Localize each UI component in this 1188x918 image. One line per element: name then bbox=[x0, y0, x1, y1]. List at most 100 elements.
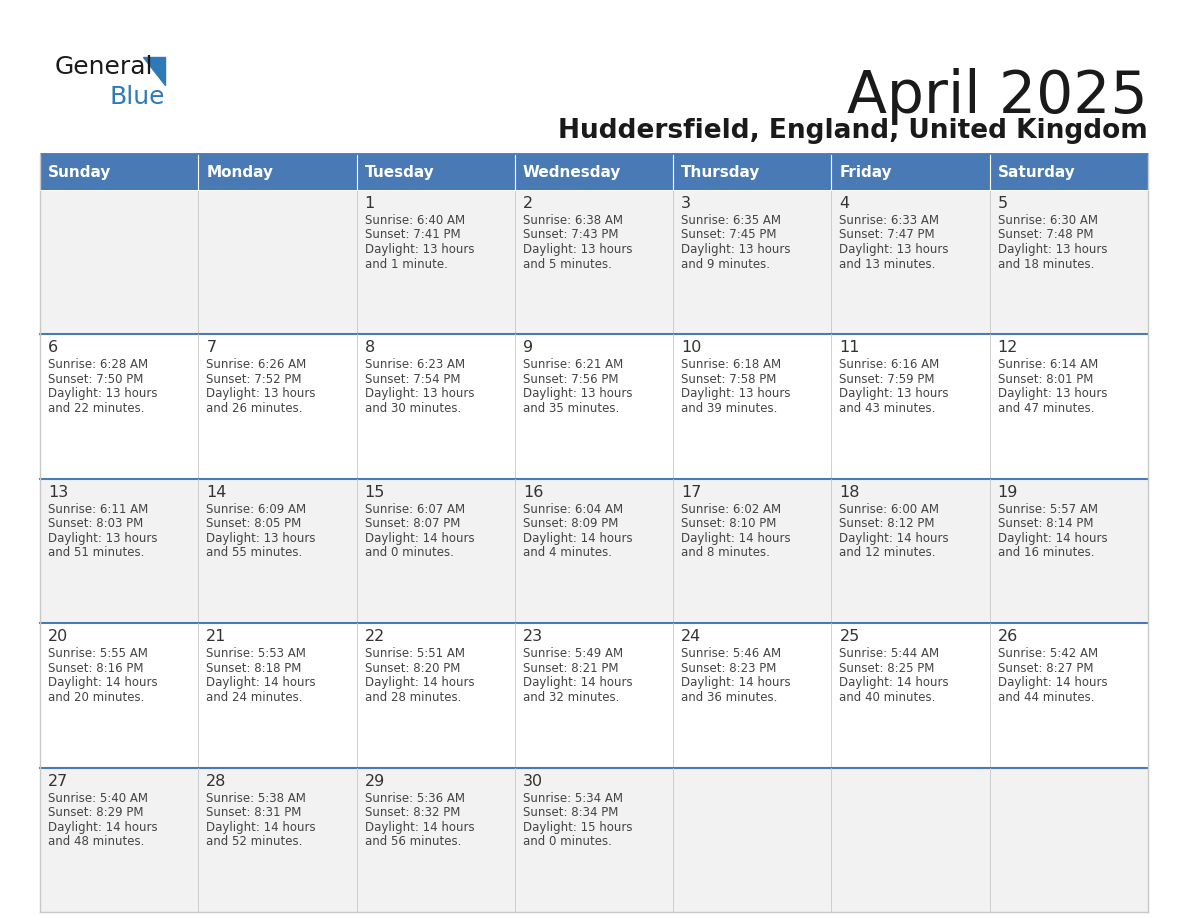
Text: Daylight: 13 hours: Daylight: 13 hours bbox=[523, 243, 632, 256]
Text: Huddersfield, England, United Kingdom: Huddersfield, England, United Kingdom bbox=[558, 118, 1148, 144]
Text: and 12 minutes.: and 12 minutes. bbox=[840, 546, 936, 559]
Text: and 32 minutes.: and 32 minutes. bbox=[523, 690, 619, 704]
Bar bbox=[990, 334, 1148, 479]
Bar bbox=[40, 190, 198, 334]
Text: and 4 minutes.: and 4 minutes. bbox=[523, 546, 612, 559]
Text: Daylight: 13 hours: Daylight: 13 hours bbox=[523, 387, 632, 400]
Text: Sunset: 7:48 PM: Sunset: 7:48 PM bbox=[998, 229, 1093, 241]
Text: and 56 minutes.: and 56 minutes. bbox=[365, 835, 461, 848]
Text: Daylight: 13 hours: Daylight: 13 hours bbox=[48, 387, 158, 400]
Text: and 1 minute.: and 1 minute. bbox=[365, 258, 448, 271]
Text: Sunset: 7:58 PM: Sunset: 7:58 PM bbox=[681, 373, 777, 386]
Text: Daylight: 14 hours: Daylight: 14 hours bbox=[998, 532, 1107, 544]
Text: 29: 29 bbox=[365, 774, 385, 789]
Text: 28: 28 bbox=[207, 774, 227, 789]
Text: Sunrise: 6:09 AM: Sunrise: 6:09 AM bbox=[207, 503, 307, 516]
Text: Sunrise: 6:07 AM: Sunrise: 6:07 AM bbox=[365, 503, 465, 516]
Text: Daylight: 14 hours: Daylight: 14 hours bbox=[207, 677, 316, 689]
Text: and 24 minutes.: and 24 minutes. bbox=[207, 690, 303, 704]
Text: Sunrise: 6:23 AM: Sunrise: 6:23 AM bbox=[365, 358, 465, 372]
Text: Daylight: 14 hours: Daylight: 14 hours bbox=[207, 821, 316, 834]
Bar bbox=[832, 155, 990, 190]
Text: and 5 minutes.: and 5 minutes. bbox=[523, 258, 612, 271]
Text: Daylight: 13 hours: Daylight: 13 hours bbox=[365, 243, 474, 256]
Text: Sunset: 8:20 PM: Sunset: 8:20 PM bbox=[365, 662, 460, 675]
Text: 27: 27 bbox=[48, 774, 68, 789]
Bar bbox=[40, 479, 198, 623]
Bar bbox=[832, 334, 990, 479]
Text: Daylight: 14 hours: Daylight: 14 hours bbox=[998, 677, 1107, 689]
Text: Sunrise: 5:34 AM: Sunrise: 5:34 AM bbox=[523, 791, 623, 804]
Text: Daylight: 14 hours: Daylight: 14 hours bbox=[523, 677, 632, 689]
Text: and 55 minutes.: and 55 minutes. bbox=[207, 546, 303, 559]
Text: 26: 26 bbox=[998, 629, 1018, 644]
Text: Monday: Monday bbox=[207, 165, 273, 180]
Bar bbox=[40, 155, 198, 190]
Text: 1: 1 bbox=[365, 196, 375, 211]
Text: 10: 10 bbox=[681, 341, 702, 355]
Text: Sunset: 8:16 PM: Sunset: 8:16 PM bbox=[48, 662, 144, 675]
Text: and 30 minutes.: and 30 minutes. bbox=[365, 402, 461, 415]
Text: Daylight: 13 hours: Daylight: 13 hours bbox=[840, 243, 949, 256]
Text: Daylight: 13 hours: Daylight: 13 hours bbox=[998, 387, 1107, 400]
Text: Sunrise: 6:21 AM: Sunrise: 6:21 AM bbox=[523, 358, 624, 372]
Text: Sunrise: 5:40 AM: Sunrise: 5:40 AM bbox=[48, 791, 148, 804]
Text: Daylight: 14 hours: Daylight: 14 hours bbox=[840, 677, 949, 689]
Text: Sunrise: 6:02 AM: Sunrise: 6:02 AM bbox=[681, 503, 782, 516]
Text: Sunset: 7:45 PM: Sunset: 7:45 PM bbox=[681, 229, 777, 241]
Text: 12: 12 bbox=[998, 341, 1018, 355]
Text: and 8 minutes.: and 8 minutes. bbox=[681, 546, 770, 559]
Text: and 36 minutes.: and 36 minutes. bbox=[681, 690, 777, 704]
Text: Daylight: 14 hours: Daylight: 14 hours bbox=[365, 821, 474, 834]
Text: Daylight: 14 hours: Daylight: 14 hours bbox=[523, 532, 632, 544]
Bar bbox=[356, 767, 514, 912]
Text: 3: 3 bbox=[681, 196, 691, 211]
Bar bbox=[356, 155, 514, 190]
Text: Sunset: 8:03 PM: Sunset: 8:03 PM bbox=[48, 518, 144, 531]
Bar bbox=[198, 334, 356, 479]
Text: and 28 minutes.: and 28 minutes. bbox=[365, 690, 461, 704]
Text: Sunset: 8:05 PM: Sunset: 8:05 PM bbox=[207, 518, 302, 531]
Text: Daylight: 13 hours: Daylight: 13 hours bbox=[840, 387, 949, 400]
Text: and 13 minutes.: and 13 minutes. bbox=[840, 258, 936, 271]
Text: and 43 minutes.: and 43 minutes. bbox=[840, 402, 936, 415]
Text: 16: 16 bbox=[523, 485, 543, 499]
Text: Daylight: 14 hours: Daylight: 14 hours bbox=[840, 532, 949, 544]
Text: Sunset: 8:14 PM: Sunset: 8:14 PM bbox=[998, 518, 1093, 531]
Text: Sunrise: 5:57 AM: Sunrise: 5:57 AM bbox=[998, 503, 1098, 516]
Bar bbox=[514, 334, 674, 479]
Text: 22: 22 bbox=[365, 629, 385, 644]
Text: Sunset: 8:23 PM: Sunset: 8:23 PM bbox=[681, 662, 777, 675]
Text: Sunset: 8:27 PM: Sunset: 8:27 PM bbox=[998, 662, 1093, 675]
Text: Sunrise: 6:40 AM: Sunrise: 6:40 AM bbox=[365, 214, 465, 227]
Bar bbox=[198, 155, 356, 190]
Text: 20: 20 bbox=[48, 629, 68, 644]
Text: Sunset: 7:47 PM: Sunset: 7:47 PM bbox=[840, 229, 935, 241]
Text: Daylight: 14 hours: Daylight: 14 hours bbox=[48, 821, 158, 834]
Text: Daylight: 14 hours: Daylight: 14 hours bbox=[365, 532, 474, 544]
Text: 19: 19 bbox=[998, 485, 1018, 499]
Text: 14: 14 bbox=[207, 485, 227, 499]
Bar bbox=[356, 334, 514, 479]
Text: Daylight: 13 hours: Daylight: 13 hours bbox=[207, 532, 316, 544]
Text: Sunrise: 5:55 AM: Sunrise: 5:55 AM bbox=[48, 647, 147, 660]
Text: Daylight: 13 hours: Daylight: 13 hours bbox=[48, 532, 158, 544]
Bar bbox=[832, 479, 990, 623]
Text: 23: 23 bbox=[523, 629, 543, 644]
Text: Daylight: 14 hours: Daylight: 14 hours bbox=[681, 532, 791, 544]
Text: Sunrise: 5:49 AM: Sunrise: 5:49 AM bbox=[523, 647, 623, 660]
Text: Sunrise: 6:00 AM: Sunrise: 6:00 AM bbox=[840, 503, 940, 516]
Text: 8: 8 bbox=[365, 341, 375, 355]
Text: Wednesday: Wednesday bbox=[523, 165, 621, 180]
Text: and 35 minutes.: and 35 minutes. bbox=[523, 402, 619, 415]
Text: and 20 minutes.: and 20 minutes. bbox=[48, 690, 145, 704]
Text: Blue: Blue bbox=[109, 85, 165, 109]
Bar bbox=[514, 190, 674, 334]
Bar bbox=[356, 479, 514, 623]
Text: General: General bbox=[55, 55, 153, 79]
Bar bbox=[198, 479, 356, 623]
Text: Daylight: 13 hours: Daylight: 13 hours bbox=[207, 387, 316, 400]
Text: Sunrise: 6:33 AM: Sunrise: 6:33 AM bbox=[840, 214, 940, 227]
Text: Sunset: 8:34 PM: Sunset: 8:34 PM bbox=[523, 806, 618, 819]
Text: 9: 9 bbox=[523, 341, 533, 355]
